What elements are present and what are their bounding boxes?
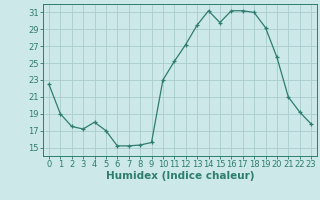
X-axis label: Humidex (Indice chaleur): Humidex (Indice chaleur) bbox=[106, 171, 254, 181]
